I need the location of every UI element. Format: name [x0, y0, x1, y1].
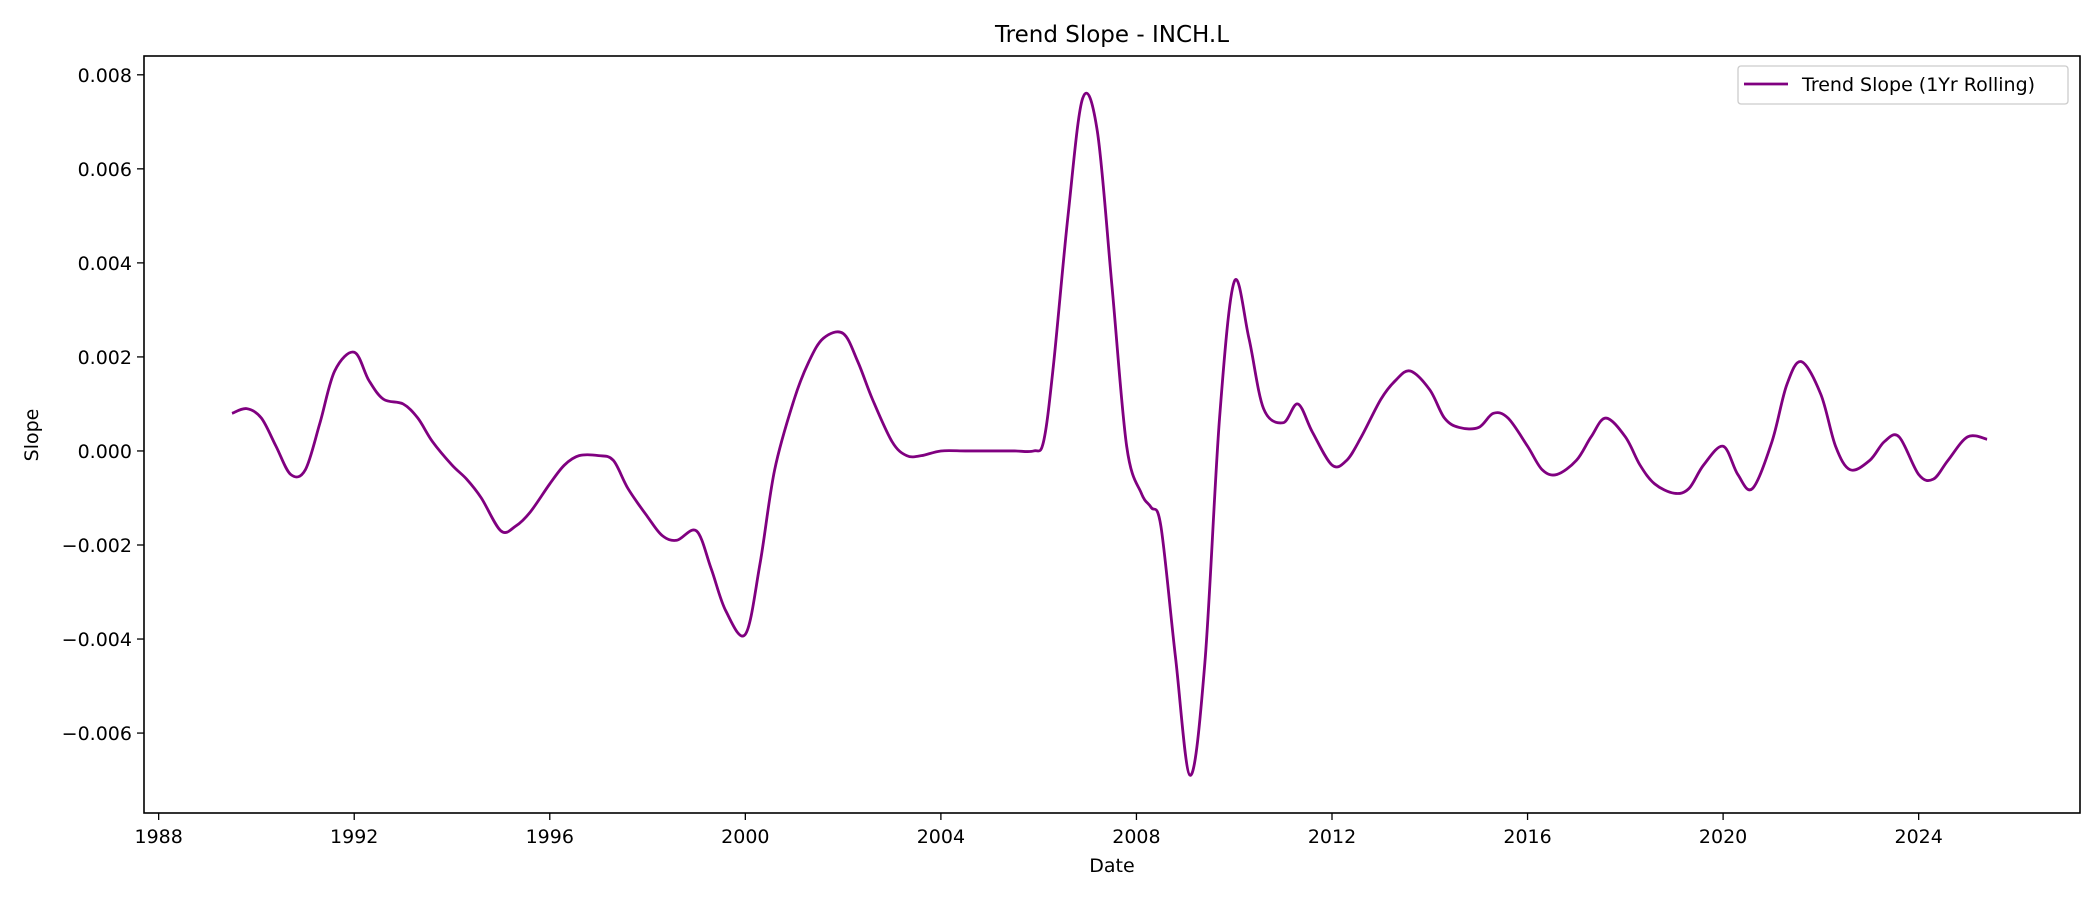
y-tick-label: 0.004	[78, 253, 132, 275]
x-tick-label: 1996	[526, 826, 574, 848]
y-axis-label: Slope	[21, 409, 43, 462]
series-line	[231, 91, 1988, 777]
x-axis-label: Date	[1089, 855, 1134, 877]
x-tick-label: 2024	[1894, 826, 1942, 848]
y-tick-label: 0.000	[78, 441, 132, 463]
legend-box	[1737, 65, 2069, 105]
x-tick-label: 2020	[1699, 826, 1747, 848]
y-tick-label: −0.004	[62, 629, 132, 651]
x-tick-label: 2012	[1308, 826, 1356, 848]
x-tick-label: 2008	[1112, 826, 1160, 848]
y-tick-label: 0.006	[78, 159, 132, 181]
y-tick-label: −0.006	[62, 723, 132, 745]
plot-frame	[143, 55, 2081, 814]
legend-label: Trend Slope (1Yr Rolling)	[1801, 74, 2035, 96]
y-tick-label: 0.008	[78, 65, 132, 87]
x-tick-label: 2004	[917, 826, 965, 848]
x-tick-label: 1988	[134, 826, 182, 848]
x-tick-label: 2016	[1503, 826, 1551, 848]
x-tick-label: 1992	[330, 826, 378, 848]
series-layer	[231, 91, 1988, 777]
legend: Trend Slope (1Yr Rolling)	[1737, 65, 2069, 105]
y-tick-label: −0.002	[62, 535, 132, 557]
x-tick-label: 2000	[721, 826, 769, 848]
x-axis: 1988 1992 1996 2000 2004 2008 2012 2016 2020 2024	[134, 813, 1943, 848]
y-axis: −0.006 −0.004 −0.002 0.000 0.002 0.004 0.006 0.…	[62, 65, 144, 745]
y-tick-label: 0.002	[78, 347, 132, 369]
plot-background	[144, 56, 2080, 813]
chart-title: Trend Slope - INCH.L	[994, 22, 1229, 48]
